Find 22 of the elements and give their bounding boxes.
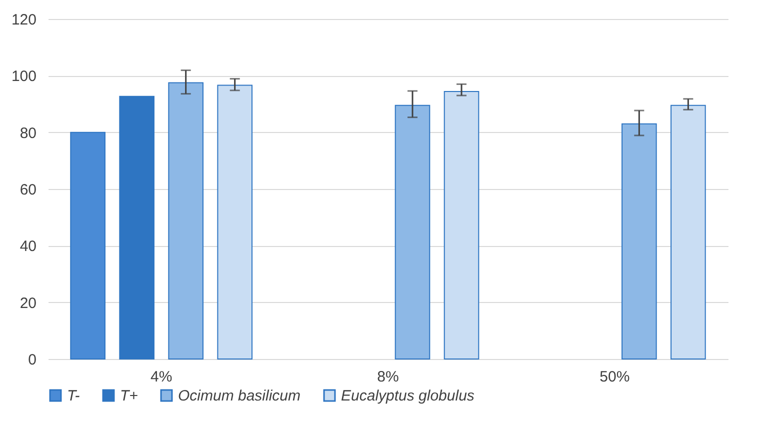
bar	[670, 104, 706, 360]
bar	[394, 104, 430, 360]
bar	[168, 82, 204, 360]
bar	[217, 84, 252, 360]
y-tick-label: 100	[11, 68, 36, 86]
y-tick-label: 60	[20, 182, 36, 198]
legend-label: Ocimum basilicum	[178, 388, 301, 405]
bar	[444, 91, 480, 360]
x-tick-label: 8%	[377, 368, 399, 386]
y-tick-label: 120	[11, 12, 36, 28]
bar	[119, 96, 154, 360]
bar	[70, 132, 106, 360]
legend-label: T+	[120, 388, 138, 405]
legend-label: Eucalyptus globulus	[341, 388, 475, 405]
x-tick-label: 50%	[600, 368, 630, 386]
legend-label: T-	[67, 388, 80, 405]
x-tick-label: 4%	[150, 368, 172, 386]
y-tick-label: 80	[20, 124, 36, 142]
y-tick-label: 0	[28, 352, 36, 368]
y-tick-label: 40	[20, 238, 36, 256]
y-tick-label: 20	[20, 294, 36, 312]
bar	[622, 123, 657, 360]
